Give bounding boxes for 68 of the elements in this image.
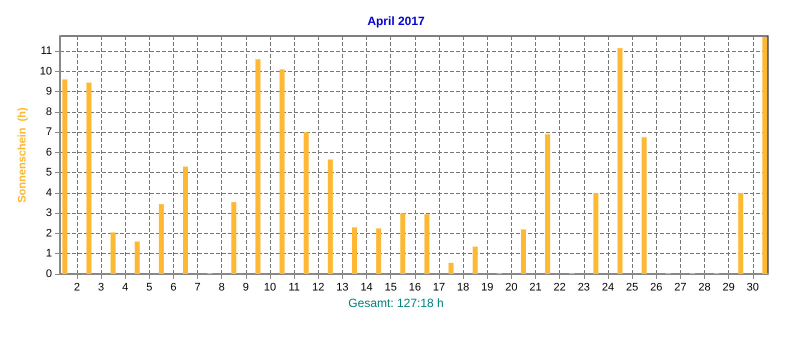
x-tick-label: 13 — [336, 282, 349, 294]
bar — [304, 132, 309, 274]
y-tick-label: 10 — [40, 65, 52, 78]
y-tick-label: 5 — [46, 166, 52, 179]
bar — [642, 137, 647, 274]
x-tick-label: 30 — [746, 282, 759, 294]
bar — [593, 192, 598, 274]
bar — [448, 262, 454, 274]
y-axis-title: Sonnenschein (h) — [16, 107, 28, 203]
bar — [255, 59, 260, 274]
bar — [231, 202, 236, 274]
x-tick-label: 27 — [674, 282, 686, 294]
y-tick-label: 1 — [46, 248, 52, 260]
x-tick-label: 21 — [529, 282, 542, 294]
x-tick-label: 20 — [505, 282, 518, 294]
bar — [110, 232, 116, 274]
x-tick-label: 26 — [650, 282, 662, 294]
x-tick-label: 28 — [698, 282, 711, 294]
x-tick-label: 4 — [122, 282, 128, 294]
y-tick-label: 2 — [46, 227, 52, 240]
y-tick-label: 4 — [46, 186, 52, 199]
y-tick-label: 11 — [40, 45, 52, 58]
y-tick-label: 0 — [46, 268, 52, 280]
x-tick-label: 8 — [218, 282, 225, 294]
bar — [618, 48, 623, 274]
bar — [134, 242, 140, 274]
bar — [158, 204, 164, 274]
bar — [545, 134, 550, 274]
bar — [520, 229, 526, 274]
bar — [738, 192, 744, 274]
x-tick-label: 29 — [722, 282, 735, 294]
x-tick-label: 23 — [578, 282, 590, 294]
y-tick-label: 9 — [46, 86, 52, 98]
x-tick-label: 2 — [74, 282, 80, 294]
bar — [328, 160, 333, 274]
bar — [424, 214, 430, 274]
x-tick-label: 18 — [457, 282, 470, 294]
x-tick-label: 24 — [602, 282, 614, 294]
x-tick-label: 3 — [98, 282, 104, 294]
bar — [183, 166, 188, 274]
x-tick-label: 14 — [360, 282, 373, 294]
x-tick-label: 22 — [554, 282, 566, 294]
y-tick-label: 8 — [46, 106, 52, 118]
x-tick-label: 7 — [194, 282, 201, 294]
bar — [62, 80, 68, 274]
bar — [352, 227, 357, 274]
x-tick-label: 15 — [384, 282, 397, 294]
y-tick-label: 6 — [46, 146, 52, 158]
chart-title: April 2017 — [367, 14, 425, 28]
bar — [86, 82, 92, 274]
x-tick-label: 5 — [146, 282, 152, 294]
bar — [280, 69, 285, 274]
bar — [472, 246, 478, 274]
y-tick-label: 3 — [46, 207, 52, 220]
x-tick-label: 16 — [408, 282, 421, 294]
text: Gesamt: 127:18 h — [348, 296, 444, 310]
x-tick-label: 6 — [170, 282, 177, 294]
bar — [762, 37, 768, 274]
x-tick-label: 17 — [432, 282, 446, 294]
x-tick-label: 25 — [626, 282, 638, 294]
bar — [400, 213, 406, 274]
x-tick-label: 12 — [312, 282, 324, 294]
x-tick-label: 9 — [242, 282, 249, 294]
x-tick-label: 19 — [481, 282, 494, 294]
y-tick-label: 7 — [46, 126, 52, 138]
bar — [376, 228, 382, 274]
x-tick-label: 11 — [288, 282, 300, 294]
x-tick-label: 10 — [264, 282, 276, 294]
